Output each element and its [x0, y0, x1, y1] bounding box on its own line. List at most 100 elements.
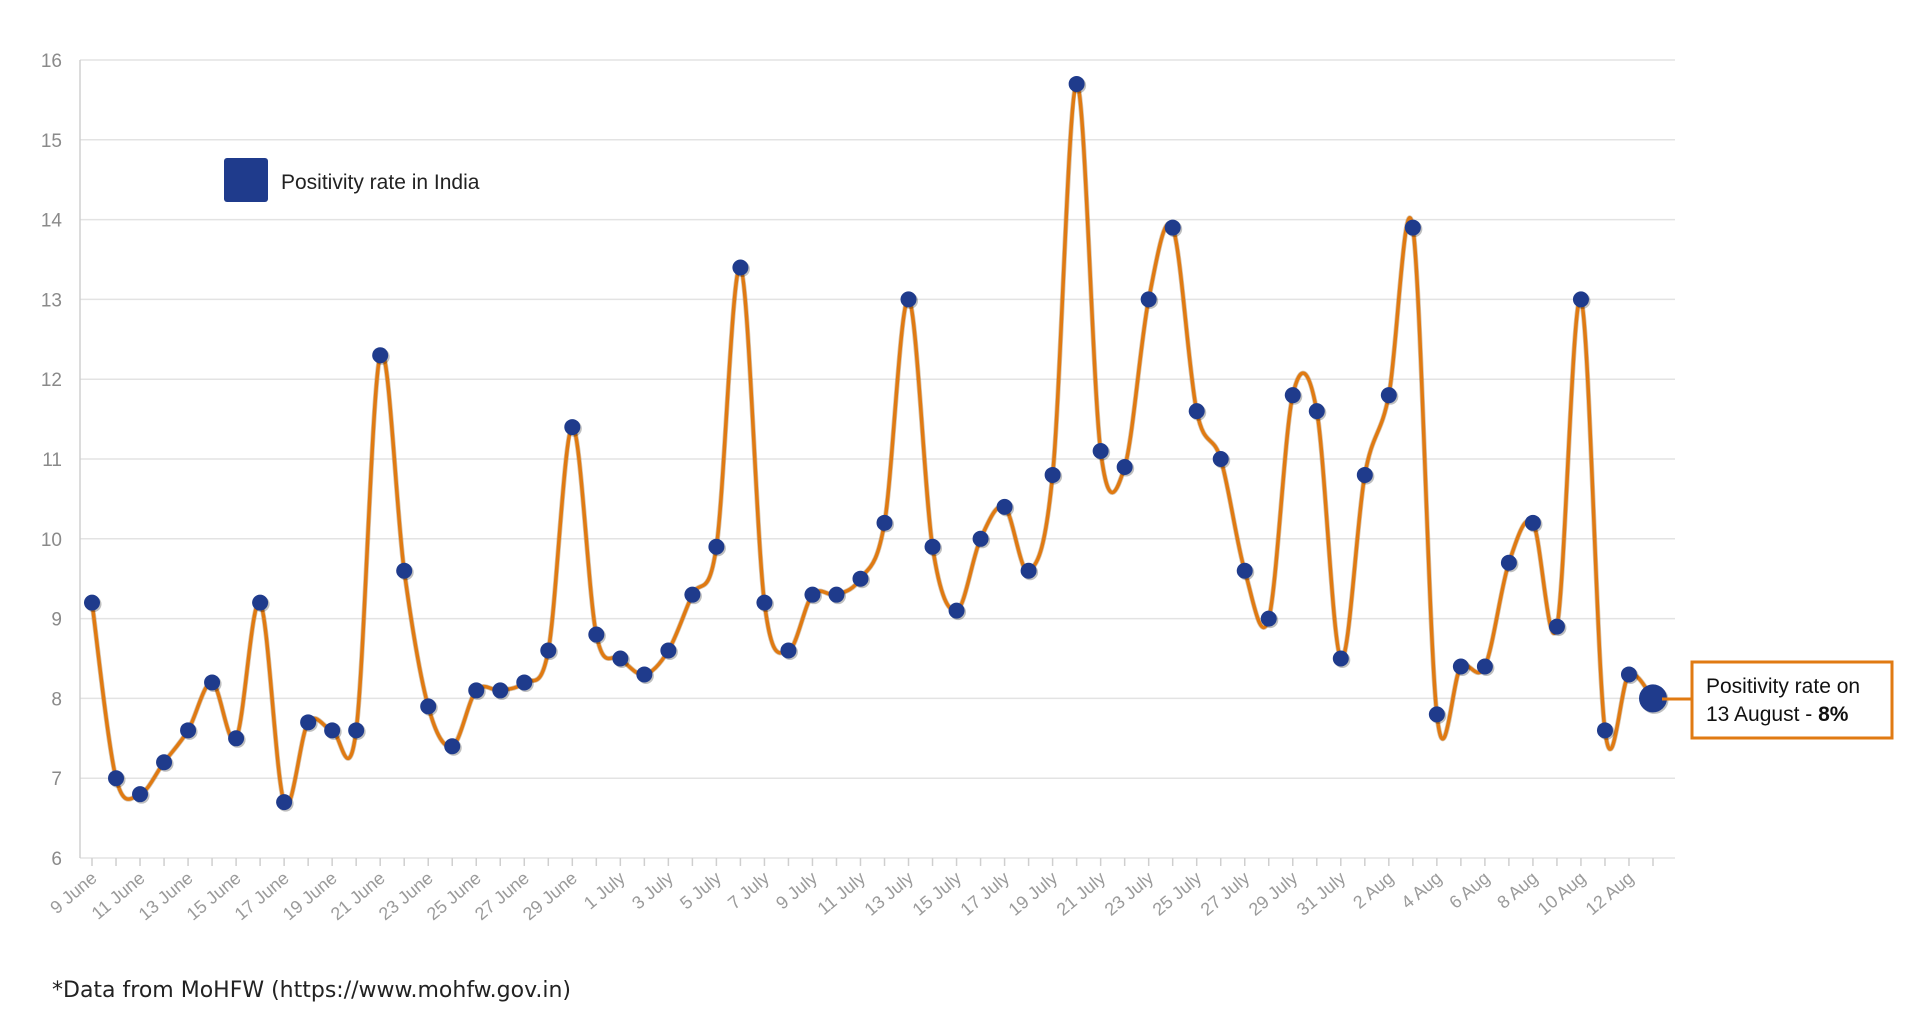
data-point [852, 570, 869, 587]
data-point [1068, 75, 1085, 92]
data-point [924, 538, 941, 555]
x-tick-label: 21 July [1053, 868, 1110, 920]
x-tick-label: 7 July [724, 868, 773, 914]
y-tick-label: 16 [41, 51, 62, 72]
data-point [1308, 403, 1325, 420]
legend-label: Positivity rate in India [281, 171, 480, 194]
y-tick-label: 7 [51, 769, 62, 790]
x-tick-label: 29 July [1245, 868, 1302, 920]
series-line [89, 81, 1655, 808]
data-point [300, 714, 317, 731]
data-point [804, 586, 821, 603]
data-point [252, 594, 269, 611]
data-point [1044, 466, 1061, 483]
x-tick-label: 31 July [1293, 868, 1350, 920]
x-tick-label: 9 July [772, 868, 821, 914]
x-tick-label: 11 July [814, 868, 870, 919]
data-point [1092, 443, 1109, 460]
data-point [1260, 610, 1277, 627]
series-points [84, 75, 1669, 812]
data-point [516, 674, 533, 691]
data-point [564, 419, 581, 436]
x-tick-label: 12 Aug [1582, 868, 1638, 919]
data-point [1524, 514, 1541, 531]
x-tick-label: 4 Aug [1397, 868, 1445, 913]
x-tick-label: 10 Aug [1534, 868, 1590, 919]
series-line-path [90, 82, 1655, 807]
callout-text-line2-prefix: 13 August - [1706, 703, 1818, 726]
data-point [708, 538, 725, 555]
data-point [1236, 562, 1253, 579]
data-point [1188, 403, 1205, 420]
data-point [660, 642, 677, 659]
grid-lines [80, 59, 1675, 859]
data-point [1212, 451, 1229, 467]
data-point [996, 498, 1013, 515]
x-tick-label: 17 July [957, 868, 1014, 920]
x-tick-label: 6 Aug [1445, 868, 1493, 913]
y-tick-label: 10 [41, 530, 62, 551]
data-point [756, 594, 773, 611]
legend-swatch [224, 158, 268, 202]
data-point [1596, 722, 1613, 739]
data-point [108, 770, 125, 787]
data-point [492, 682, 509, 699]
data-point [588, 626, 605, 643]
x-tick-label: 2 Aug [1349, 868, 1397, 913]
y-tick-label: 12 [41, 370, 62, 391]
data-point [420, 698, 437, 715]
x-tick-label: 5 July [676, 868, 725, 914]
x-tick-label: 13 July [861, 868, 918, 920]
y-tick-label: 14 [41, 211, 63, 232]
x-tick-label: 15 July [909, 868, 966, 920]
data-point [1404, 219, 1421, 236]
data-point [1452, 658, 1469, 675]
callout-text-line2: 13 August - 8% [1706, 703, 1849, 726]
y-axis: 6 7 8 9 10 11 12 13 14 15 16 [41, 51, 81, 870]
data-point [468, 682, 485, 699]
data-point [972, 530, 989, 547]
data-point [276, 794, 293, 811]
data-point [732, 259, 749, 276]
data-source-footnote: *Data from MoHFW (https://www.mohfw.gov.… [52, 978, 572, 1003]
data-point [876, 514, 893, 531]
data-point [180, 722, 197, 739]
data-point [1476, 658, 1493, 675]
data-point [324, 722, 341, 739]
callout-annotation: Positivity rate on 13 August - 8% [1662, 660, 1894, 740]
callout-text-line1: Positivity rate on [1706, 675, 1860, 698]
callout-box [1690, 660, 1894, 740]
data-point [828, 586, 845, 603]
x-tick-label: 3 July [628, 868, 677, 914]
data-point [1548, 618, 1565, 635]
data-point-latest [1639, 684, 1667, 713]
data-point [1020, 562, 1037, 579]
data-point [900, 291, 917, 308]
data-point [948, 602, 965, 619]
data-point [540, 642, 557, 659]
y-tick-label: 11 [42, 450, 62, 471]
data-point [396, 562, 413, 579]
data-point [444, 738, 461, 755]
data-point [1332, 650, 1349, 667]
data-point [1500, 554, 1517, 571]
data-point [204, 674, 221, 691]
data-point [684, 586, 701, 603]
x-tick-label: 29 June [519, 868, 581, 924]
data-point [1380, 387, 1397, 404]
data-point [228, 730, 245, 747]
x-tick-label: 23 July [1101, 868, 1158, 920]
y-tick-label: 8 [51, 689, 62, 710]
data-point [1428, 706, 1445, 723]
y-tick-label: 9 [51, 610, 62, 631]
callout-value: 8% [1818, 703, 1849, 726]
y-tick-label: 15 [41, 131, 62, 152]
data-point [780, 642, 797, 659]
data-point [1116, 458, 1133, 475]
data-point [1284, 387, 1301, 404]
data-point [84, 594, 100, 611]
x-tick-label: 1 July [580, 868, 629, 914]
